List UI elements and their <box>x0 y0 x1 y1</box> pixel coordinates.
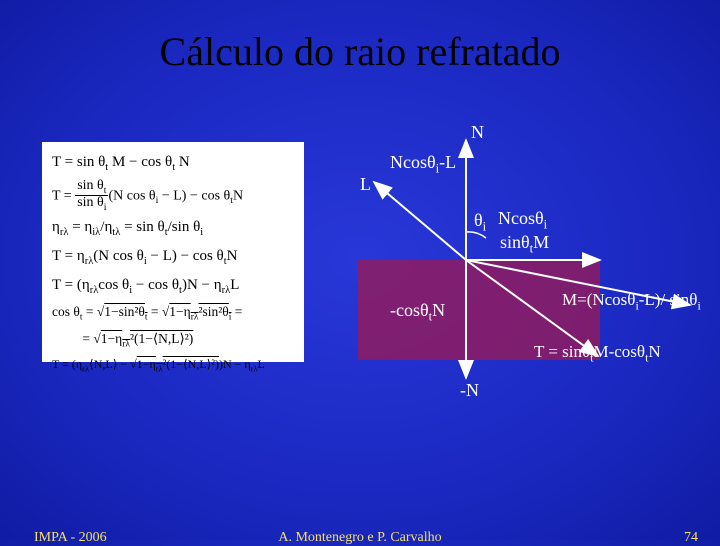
label-theta-i: θi <box>474 210 486 235</box>
label-T-eq: T = sinθtM-cosθtN <box>534 342 661 365</box>
refraction-diagram: N Ncosθi-L L θi Ncosθi sinθtM -cosθtN M=… <box>316 120 716 440</box>
formula-line: T = (ηrλ⟨N,L⟩ − √1−ηrλ²(1−⟨N,L⟩²))N − ηr… <box>52 355 294 376</box>
formula-box: T = sin θt M − cos θt N T = sin θtsin θi… <box>42 142 304 362</box>
formula-line: cos θt = √1−sin²θt = √1−ηrλ²sin²θi = <box>52 301 294 326</box>
label-N: N <box>471 122 484 143</box>
footer-center: A. Montenegro e P. Carvalho <box>0 530 720 546</box>
formula-line: T = (ηrλcos θi − cos θt)N − ηrλL <box>52 273 294 300</box>
formula-line: T = sin θt M − cos θt N <box>52 150 294 177</box>
footer-page-number: 74 <box>684 530 698 546</box>
label-negcosN: -cosθtN <box>390 300 445 325</box>
formula-line: ηrλ = ηiλ/ηtλ = sin θt/sin θi <box>52 215 294 242</box>
label-M-eq: M=(Ncosθi-L)/ sinθi <box>562 290 701 313</box>
diagram-svg <box>316 120 716 440</box>
vector-L <box>374 182 466 260</box>
label-L: L <box>360 174 371 195</box>
formula-line: = √1−ηrλ²(1−⟨N,L⟩²) <box>52 328 294 353</box>
label-NcosL: Ncosθi-L <box>390 152 456 177</box>
formula-line: T = ηrλ(N cos θi − L) − cos θtN <box>52 244 294 271</box>
slide-title: Cálculo do raio refratado <box>0 0 720 75</box>
formula-line: T = sin θtsin θi(N cos θi − L) − cos θtN <box>52 179 294 213</box>
label-negN: -N <box>460 380 479 401</box>
label-sinM: sinθtM <box>500 232 549 257</box>
label-Ncos: Ncosθi <box>498 208 547 233</box>
